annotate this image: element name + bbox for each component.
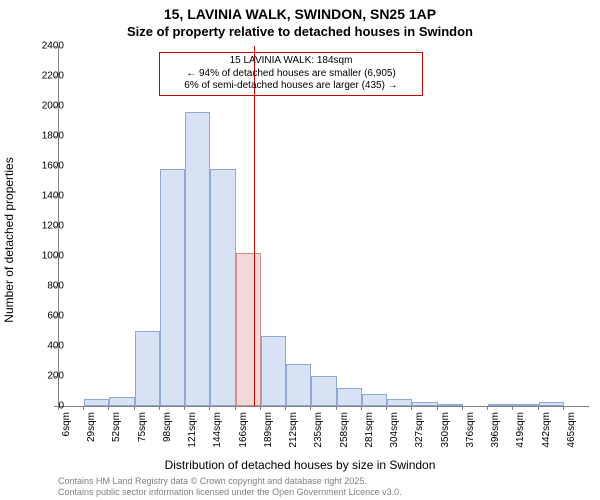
callout-box: 15 LAVINIA WALK: 184sqm← 94% of detached… <box>159 52 423 96</box>
histogram-bar <box>261 336 286 407</box>
x-tick-label: 29sqm <box>86 412 97 442</box>
x-tick-label: 281sqm <box>364 412 375 448</box>
histogram-bar <box>210 169 235 406</box>
x-tick-mark <box>58 406 59 410</box>
x-tick-mark <box>512 406 513 410</box>
x-tick-label: 189sqm <box>263 412 274 448</box>
histogram-bar <box>160 169 185 406</box>
x-tick-label: 258sqm <box>339 412 350 448</box>
y-tick-label: 2000 <box>42 101 64 112</box>
x-tick-mark <box>310 406 311 410</box>
x-tick-mark <box>209 406 210 410</box>
x-tick-label: 235sqm <box>313 412 324 448</box>
x-tick-label: 419sqm <box>515 412 526 448</box>
x-tick-mark <box>285 406 286 410</box>
highlight-bar <box>236 253 261 406</box>
attribution-line1: Contains HM Land Registry data © Crown c… <box>58 476 402 487</box>
histogram-bar <box>438 404 463 406</box>
x-tick-mark <box>83 406 84 410</box>
attribution-line2: Contains public sector information licen… <box>58 487 402 498</box>
y-tick-mark <box>54 46 58 47</box>
y-tick-label: 1400 <box>42 191 64 202</box>
x-tick-mark <box>108 406 109 410</box>
histogram-bar <box>513 404 538 406</box>
y-tick-label: 0 <box>58 401 64 412</box>
y-tick-mark <box>54 346 58 347</box>
x-tick-mark <box>336 406 337 410</box>
histogram-bar <box>539 402 564 407</box>
x-tick-label: 52sqm <box>111 412 122 442</box>
histogram-bar <box>412 402 437 407</box>
highlight-line <box>254 46 255 406</box>
callout-line: 6% of semi-detached houses are larger (4… <box>166 80 416 93</box>
y-tick-label: 1600 <box>42 161 64 172</box>
x-tick-label: 6sqm <box>61 412 72 436</box>
x-tick-label: 98sqm <box>162 412 173 442</box>
x-axis-label: Distribution of detached houses by size … <box>0 458 600 472</box>
x-tick-label: 327sqm <box>414 412 425 448</box>
x-tick-mark <box>411 406 412 410</box>
histogram-bar <box>362 394 387 406</box>
x-tick-label: 121sqm <box>187 412 198 448</box>
x-tick-mark <box>386 406 387 410</box>
x-tick-mark <box>260 406 261 410</box>
x-tick-mark <box>437 406 438 410</box>
attribution-text: Contains HM Land Registry data © Crown c… <box>58 476 402 498</box>
x-tick-mark <box>487 406 488 410</box>
histogram-bar <box>109 397 134 406</box>
x-tick-mark <box>563 406 564 410</box>
y-tick-mark <box>54 316 58 317</box>
y-axis-label: Number of detached properties <box>2 157 16 322</box>
x-tick-mark <box>159 406 160 410</box>
y-tick-label: 1200 <box>42 221 64 232</box>
x-tick-label: 465sqm <box>566 412 577 448</box>
plot-area: 15 LAVINIA WALK: 184sqm← 94% of detached… <box>58 46 589 407</box>
x-tick-label: 350sqm <box>440 412 451 448</box>
histogram-bar <box>185 112 210 406</box>
y-tick-mark <box>54 286 58 287</box>
y-tick-mark <box>54 106 58 107</box>
y-tick-mark <box>54 136 58 137</box>
y-tick-mark <box>54 166 58 167</box>
x-tick-mark <box>538 406 539 410</box>
histogram-bar <box>488 404 513 406</box>
y-tick-mark <box>54 226 58 227</box>
histogram-bar <box>135 331 160 406</box>
histogram-bar <box>337 388 362 406</box>
x-tick-mark <box>361 406 362 410</box>
x-tick-mark <box>235 406 236 410</box>
y-tick-mark <box>54 256 58 257</box>
x-tick-label: 396sqm <box>490 412 501 448</box>
chart-title-line1: 15, LAVINIA WALK, SWINDON, SN25 1AP <box>0 6 600 22</box>
y-tick-label: 1000 <box>42 251 64 262</box>
y-tick-mark <box>54 76 58 77</box>
y-tick-mark <box>54 196 58 197</box>
y-tick-label: 1800 <box>42 131 64 142</box>
y-tick-mark <box>54 376 58 377</box>
histogram-bar <box>286 364 311 406</box>
histogram-bar <box>311 376 336 406</box>
histogram-bar <box>387 399 412 407</box>
y-tick-label: 2200 <box>42 71 64 82</box>
x-tick-label: 304sqm <box>389 412 400 448</box>
x-tick-label: 144sqm <box>212 412 223 448</box>
x-tick-label: 166sqm <box>238 412 249 448</box>
y-tick-label: 2400 <box>42 41 64 52</box>
histogram-bar <box>84 399 109 407</box>
x-tick-label: 75sqm <box>137 412 148 442</box>
x-tick-label: 442sqm <box>541 412 552 448</box>
callout-line: 15 LAVINIA WALK: 184sqm <box>166 55 416 68</box>
x-tick-label: 376sqm <box>465 412 476 448</box>
x-tick-mark <box>184 406 185 410</box>
callout-line: ← 94% of detached houses are smaller (6,… <box>166 68 416 81</box>
x-tick-label: 212sqm <box>288 412 299 448</box>
chart-title-line2: Size of property relative to detached ho… <box>0 24 600 39</box>
x-tick-mark <box>462 406 463 410</box>
x-tick-mark <box>134 406 135 410</box>
